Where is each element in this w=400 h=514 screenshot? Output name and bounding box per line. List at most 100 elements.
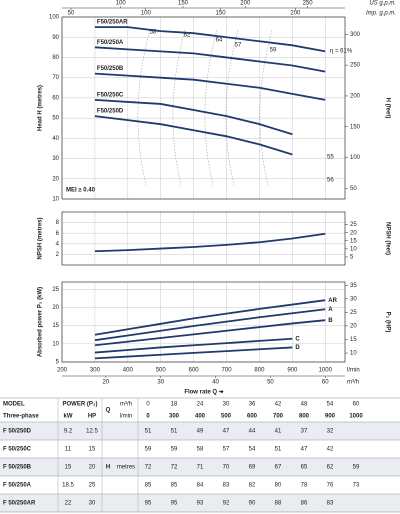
head-value: 62 [327, 465, 334, 471]
table-row [0, 422, 400, 440]
table-head: Three-phase [3, 414, 39, 420]
head-value: 32 [327, 429, 334, 435]
x2-axis-label: US g.p.m. [369, 1, 396, 7]
head-value: 90 [249, 501, 256, 507]
head-value: 67 [275, 465, 282, 471]
y2-tick-label: 10 [350, 246, 357, 252]
y2-tick-label: 5 [350, 255, 354, 261]
annotation: 58 [150, 30, 157, 36]
y2-tick-label: 150 [350, 124, 361, 130]
head-value: 92 [223, 501, 230, 507]
q-m3h: 42 [275, 402, 282, 408]
table-head: l/min [120, 414, 133, 420]
power-hp: 30 [89, 501, 96, 507]
head-value: 70 [223, 465, 230, 471]
model: F 50/250D [3, 429, 32, 435]
q-m3h: 24 [197, 402, 204, 408]
y-tick-label: 80 [52, 55, 59, 61]
curve-label: F50/250C [97, 92, 124, 98]
table-head: Q [106, 408, 111, 414]
x-axis-title: Flow rate Q ➔ [184, 390, 223, 396]
plot-area [62, 282, 345, 362]
y-tick-label: 20 [52, 176, 59, 182]
curve [94, 299, 326, 336]
head-value: 69 [249, 465, 256, 471]
model: F 50/250C [3, 447, 32, 453]
curve-label: F50/250A [97, 40, 124, 46]
y2-tick-label: 50 [350, 186, 357, 192]
annotation: η = 61% [330, 49, 353, 55]
curve [94, 319, 326, 347]
table-row [0, 440, 400, 458]
head-value: 93 [197, 501, 204, 507]
annotation: 59 [270, 48, 277, 54]
plot-frame [61, 281, 346, 363]
q-lmin: 900 [325, 414, 336, 420]
head-value: 49 [197, 429, 204, 435]
power-kw: 15 [65, 465, 72, 471]
table-head: HP [88, 414, 96, 420]
x-axis-label: l/min [347, 368, 360, 374]
curve-label: F50/250B [97, 66, 124, 72]
head-value: 57 [223, 447, 230, 453]
y-axis-label: Absorbed power P₂ (kW) [38, 287, 44, 357]
q-m3h: 48 [301, 402, 308, 408]
head-value: 47 [301, 447, 308, 453]
x-tick-label: 1000 [319, 368, 333, 374]
annotation: 57 [235, 43, 242, 49]
power-hp: 12.5 [86, 429, 98, 435]
x3-axis-label: Imp. g.p.m. [366, 11, 396, 17]
q-lmin: 300 [169, 414, 180, 420]
y2-tick-label: 35 [350, 283, 357, 289]
y-tick-label: 25 [52, 287, 59, 293]
head-value: 85 [171, 483, 178, 489]
curve-label: C [295, 336, 300, 342]
x-tick-label: 700 [222, 368, 233, 374]
x-tick-label: 400 [123, 368, 134, 374]
y-tick-label: 10 [52, 341, 59, 347]
y-tick-label: 8 [56, 220, 60, 226]
efficiency-line [259, 29, 273, 186]
y2-tick-label: 20 [350, 230, 357, 236]
x-tick-label: 200 [57, 368, 68, 374]
efficiency-line [204, 29, 218, 186]
x-tick-label: 900 [287, 368, 298, 374]
curve [94, 46, 326, 73]
curve [94, 346, 293, 360]
head-value: 51 [145, 429, 152, 435]
model: F 50/250B [3, 465, 32, 471]
head-value: 54 [249, 447, 256, 453]
x2-tick-label: 30 [157, 380, 164, 386]
annotation: 56 [327, 178, 334, 184]
table-head: POWER (P₂) [63, 402, 98, 408]
x2-tick-label: 20 [103, 380, 110, 386]
y-tick-label: 15 [52, 323, 59, 329]
head-value: 82 [249, 483, 256, 489]
y-tick-label: 20 [52, 305, 59, 311]
q-m3h: 54 [327, 402, 334, 408]
y-tick-label: 40 [52, 136, 59, 142]
q-lmin: 400 [195, 414, 206, 420]
plot-frame [61, 16, 346, 200]
x2-tick-label: 100 [116, 1, 127, 7]
power-kw: 22 [65, 501, 72, 507]
y2-axis-label: P₂ (HP) [384, 312, 390, 333]
head-value: 41 [275, 429, 282, 435]
power-hp: 15 [89, 447, 96, 453]
efficiency-line [225, 29, 239, 186]
power-hp: 25 [89, 483, 96, 489]
x-tick-label: 600 [189, 368, 200, 374]
model: F 50/250AR [3, 501, 36, 507]
head-value: 73 [353, 483, 360, 489]
y-tick-label: 70 [52, 75, 59, 81]
head-value: 85 [145, 483, 152, 489]
x2-tick-label: 150 [178, 1, 189, 7]
y-tick-label: 5 [56, 360, 60, 366]
y-tick-label: 30 [52, 156, 59, 162]
head-value: 65 [301, 465, 308, 471]
table-head: MODEL [3, 402, 25, 408]
x2-axis-label: m³/h [347, 380, 359, 386]
head-value: 58 [197, 447, 204, 453]
y2-tick-label: 10 [350, 351, 357, 357]
annotation: 62 [184, 33, 191, 39]
